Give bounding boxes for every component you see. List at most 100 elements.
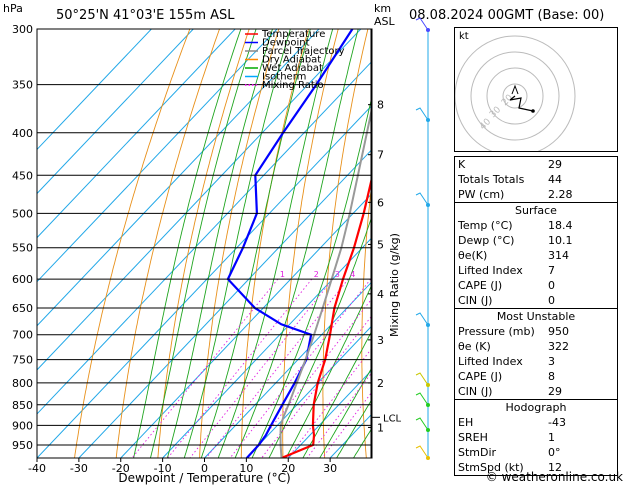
mixing-ratio-line: [260, 314, 372, 458]
location-label: 50°25'N 41°03'E 155m ASL: [56, 8, 235, 23]
isotherm-line: [37, 29, 194, 195]
pressure-tick-label: 950: [12, 439, 33, 452]
series-temperature: [281, 172, 372, 458]
mixing-ratio-label: 15: [427, 270, 437, 279]
most-unstable-row: Lifted Index 3: [455, 354, 617, 369]
mixing-ratio-label: 10: [402, 270, 412, 279]
wet-adiabat-line: [183, 29, 291, 458]
wind-barb: [415, 107, 429, 121]
hodograph-ring-label: 30: [488, 105, 503, 120]
legend-label: Mixing Ratio: [262, 80, 324, 91]
surface-value: 18.4: [548, 219, 573, 232]
wind-barb: [415, 17, 429, 31]
legend-label: Temperature: [261, 29, 325, 40]
isotherm-line: [37, 104, 372, 458]
legend-label: Isotherm: [262, 72, 306, 83]
wind-barb: [415, 372, 429, 386]
storm-motion-arrow: [511, 84, 519, 95]
km-tick-label: 1: [377, 421, 384, 434]
dry-adiabat-line: [199, 29, 280, 458]
surface-box: Surface Temp (°C) 18.4 Dewp (°C) 10.1 θe(K) 3…: [455, 202, 617, 308]
most-unstable-value: 950: [548, 325, 569, 338]
hodograph-trace: [509, 95, 534, 112]
copyright-footer: © weatheronline.co.uk: [485, 470, 623, 484]
series-dewpoint: [226, 29, 354, 458]
wind-barb: [415, 417, 429, 431]
surface-label: θe(K): [458, 249, 488, 262]
most-unstable-value: 8: [548, 370, 555, 383]
mixing-ratio-line: [306, 371, 372, 458]
hodograph-title: kt: [459, 31, 469, 42]
legend-label: Dry Adiabat: [262, 55, 321, 66]
legend-label: Wet Adiabat: [262, 63, 323, 74]
surface-row: θe(K) 314: [455, 248, 617, 263]
index-label: PW (cm): [458, 188, 505, 201]
pressure-tick-label: 400: [12, 127, 33, 140]
mixing-ratio-line: [205, 278, 349, 458]
hodograph-stat-value: 12: [548, 461, 562, 474]
pressure-tick-label: 450: [12, 169, 33, 182]
surface-label: CAPE (J): [458, 279, 503, 292]
isotherm-line: [246, 325, 372, 458]
most-unstable-value: 29: [548, 385, 562, 398]
mixing-ratio-line: [287, 347, 372, 458]
hodograph-stat-row: SREH 1: [455, 430, 617, 445]
hodograph-box: Hodograph EH -43 SREH 1 StmDir 0° StmSpd (kt) 1…: [455, 399, 617, 475]
surface-row: CAPE (J) 0: [455, 278, 617, 293]
index-value: 29: [548, 158, 562, 171]
hodograph-stat-value: -43: [548, 416, 566, 429]
wet-adiabat-line: [336, 398, 372, 458]
lcl-label: LCL: [383, 413, 402, 424]
mixing-ratio-line: [131, 278, 279, 458]
pressure-tick-label: 500: [12, 207, 33, 220]
surface-label: Temp (°C): [458, 219, 513, 232]
surface-label: Dewp (°C): [458, 234, 515, 247]
most-unstable-label: CAPE (J): [458, 370, 503, 383]
mixing-ratio-axis-label: Mixing Ratio (g/kg): [388, 233, 401, 337]
pressure-tick-label: 850: [12, 399, 33, 412]
km-tick-label: 6: [377, 196, 384, 209]
pressure-tick-label: 750: [12, 354, 33, 367]
legend-label: Dewpoint: [262, 38, 310, 49]
surface-value: 7: [548, 264, 555, 277]
isotherm-line: [37, 29, 152, 151]
hodograph-stat-value: 0°: [548, 446, 561, 459]
hodograph-ring-label: 40: [478, 117, 493, 132]
km-tick-label: 2: [377, 377, 384, 390]
hodograph-ring: [486, 67, 544, 125]
chart-frame: [36, 28, 373, 459]
hodograph-ring: [502, 83, 528, 109]
index-row: PW (cm) 2.28: [455, 187, 617, 202]
wet-adiabat-line: [251, 94, 372, 458]
index-value: 2.28: [548, 188, 573, 201]
most-unstable-value: 322: [548, 340, 569, 353]
mixing-ratio-label: 4: [350, 270, 355, 279]
hodograph-ring-label: 20: [500, 93, 515, 108]
km-unit-label: km: [374, 2, 392, 15]
hodograph-stat-label: EH: [458, 416, 474, 429]
asl-unit-label: ASL: [374, 15, 395, 28]
pressure-tick-label: 650: [12, 302, 33, 315]
most-unstable-row: θe (K) 322: [455, 339, 617, 354]
most-unstable-row: CIN (J) 29: [455, 384, 617, 399]
wind-barb: [415, 392, 429, 406]
index-label: K: [458, 158, 466, 171]
temp-tick-label: 20: [281, 462, 295, 475]
most-unstable-row: Pressure (mb) 950: [455, 324, 617, 339]
pressure-tick-label: 350: [12, 79, 33, 92]
surface-row: CIN (J) 0: [455, 293, 617, 308]
most-unstable-label: θe (K): [458, 340, 491, 353]
surface-value: 314: [548, 249, 569, 262]
temp-tick-label: 0: [201, 462, 208, 475]
temp-tick-label: 30: [323, 462, 337, 475]
wet-adiabat-line: [302, 329, 372, 458]
temp-tick-label: -40: [28, 462, 46, 475]
most-unstable-value: 3: [548, 355, 555, 368]
km-tick-label: 5: [377, 238, 384, 251]
most-unstable-label: Lifted Index: [458, 355, 523, 368]
pressure-tick-label: 800: [12, 377, 33, 390]
temp-tick-label: 10: [239, 462, 253, 475]
